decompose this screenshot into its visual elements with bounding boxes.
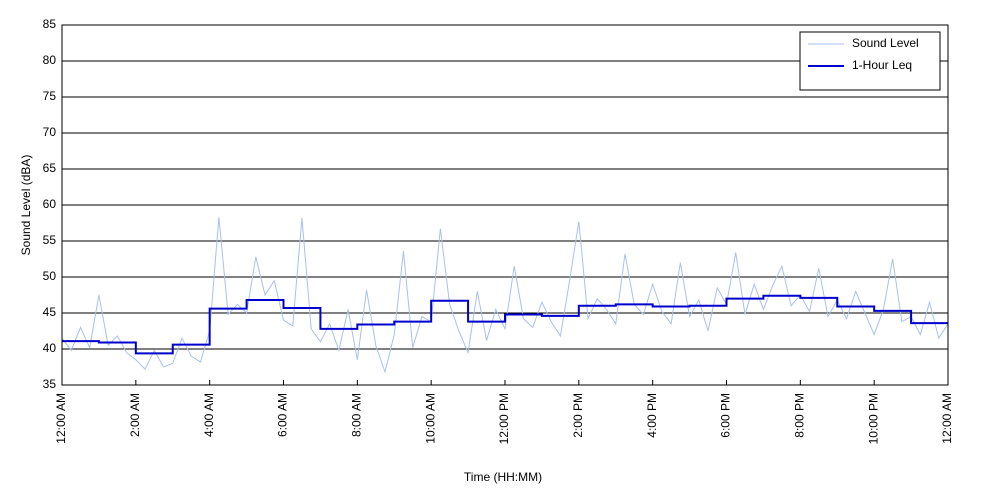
x-tick-label: 10:00 PM <box>866 393 880 444</box>
x-axis-title: Time (HH:MM) <box>464 470 542 484</box>
y-tick-label: 65 <box>43 161 57 175</box>
x-tick-label: 12:00 AM <box>54 393 68 444</box>
y-tick-label: 40 <box>43 341 57 355</box>
x-tick-label: 8:00 AM <box>350 393 364 437</box>
y-tick-label: 35 <box>43 377 57 391</box>
y-tick-label: 80 <box>43 53 57 67</box>
x-tick-label: 4:00 PM <box>645 393 659 438</box>
y-tick-label: 70 <box>43 125 57 139</box>
y-tick-label: 55 <box>43 233 57 247</box>
y-axis-title: Sound Level (dBA) <box>19 155 33 256</box>
x-tick-label: 6:00 AM <box>276 393 290 437</box>
y-tick-label: 85 <box>43 17 57 31</box>
y-tick-label: 60 <box>43 197 57 211</box>
x-tick-label: 12:00 AM <box>940 393 954 444</box>
x-tick-label: 2:00 AM <box>128 393 142 437</box>
x-tick-label: 4:00 AM <box>202 393 216 437</box>
y-tick-label: 45 <box>43 305 57 319</box>
x-tick-label: 6:00 PM <box>719 393 733 438</box>
y-tick-label: 75 <box>43 89 57 103</box>
plot-frame <box>61 24 949 386</box>
x-tick-label: 12:00 PM <box>497 393 511 444</box>
legend-box <box>799 31 941 91</box>
x-tick-label: 2:00 PM <box>571 393 585 438</box>
series-line <box>62 294 948 355</box>
x-tick-label: 10:00 AM <box>423 393 437 444</box>
y-tick-label: 50 <box>43 269 57 283</box>
legend-label: 1-Hour Leq <box>852 58 912 72</box>
x-tick-label: 8:00 PM <box>793 393 807 438</box>
legend-label: Sound Level <box>852 36 919 50</box>
